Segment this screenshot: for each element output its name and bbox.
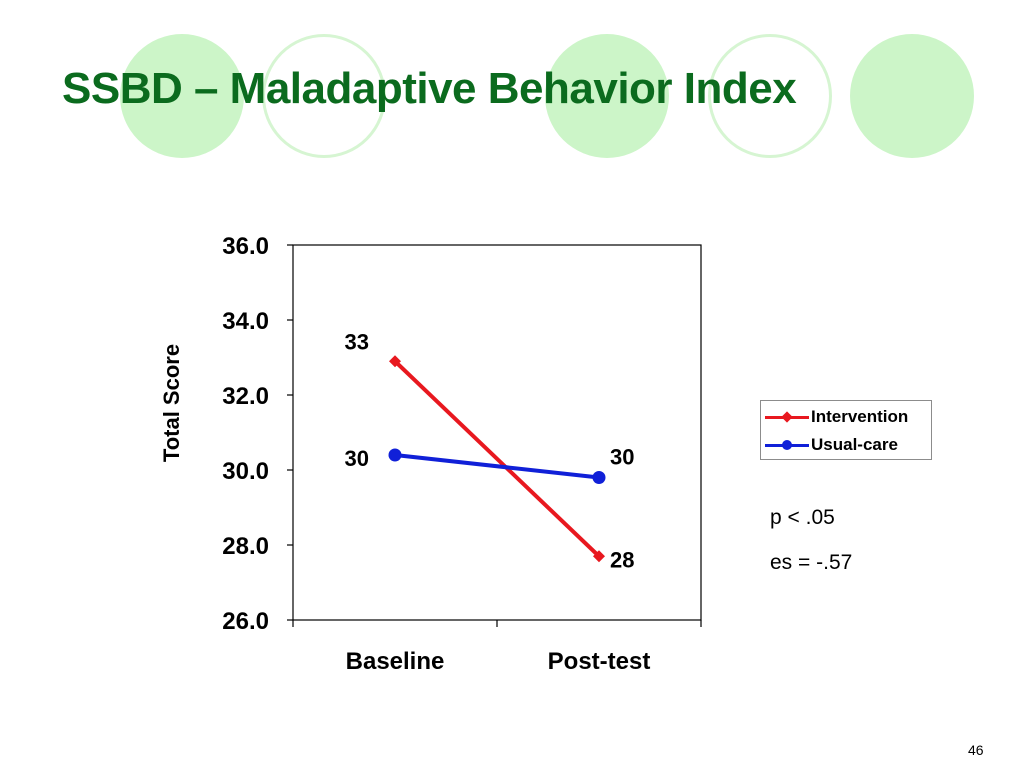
y-tick-label: 26.0 bbox=[222, 608, 269, 635]
data-point-intervention bbox=[389, 355, 401, 368]
y-tick-label: 28.0 bbox=[222, 533, 269, 560]
chart-legend: Intervention Usual-care bbox=[760, 400, 932, 460]
slide-title: SSBD – Maladaptive Behavior Index bbox=[62, 64, 797, 113]
y-tick-label: 32.0 bbox=[222, 383, 269, 410]
legend-swatch-intervention bbox=[765, 407, 809, 427]
decor-circle-3 bbox=[850, 34, 974, 158]
page-number: 46 bbox=[968, 742, 984, 758]
data-label-usual-care: 30 bbox=[345, 446, 369, 471]
data-label-usual-care: 30 bbox=[610, 445, 634, 470]
y-axis: 26.0 28.0 30.0 32.0 34.0 36.0 bbox=[222, 233, 293, 635]
legend-item-intervention: Intervention bbox=[765, 407, 908, 427]
data-point-usual-care bbox=[592, 471, 606, 484]
effect-size-text: es = -.57 bbox=[770, 551, 853, 574]
data-point-usual-care bbox=[388, 448, 402, 462]
y-tick-label: 34.0 bbox=[222, 308, 269, 335]
decor-circle-1 bbox=[120, 34, 244, 158]
diamond-marker-icon bbox=[781, 411, 793, 423]
decor-ring-1 bbox=[262, 34, 386, 158]
p-value-text: p < .05 bbox=[770, 506, 835, 529]
legend-swatch-usual-care bbox=[765, 435, 809, 455]
series-line-intervention bbox=[393, 359, 601, 558]
y-axis-label: Total Score bbox=[159, 344, 184, 462]
series-line-usual-care bbox=[394, 453, 600, 480]
x-tick-label: Baseline bbox=[346, 648, 445, 675]
y-tick-label: 30.0 bbox=[222, 458, 269, 485]
plot-area bbox=[292, 244, 702, 621]
x-tick-label: Post-test bbox=[548, 648, 651, 675]
data-label-intervention: 28 bbox=[610, 547, 634, 572]
circle-marker-icon bbox=[782, 440, 792, 450]
decor-circle-2 bbox=[545, 34, 669, 158]
data-point-intervention bbox=[593, 550, 605, 563]
legend-label-usual-care: Usual-care bbox=[811, 435, 898, 454]
legend-label-intervention: Intervention bbox=[811, 407, 909, 426]
y-tick-label: 36.0 bbox=[222, 233, 269, 260]
data-label-intervention: 33 bbox=[345, 329, 369, 354]
series-layer: 33 28 30 30 bbox=[345, 329, 635, 572]
decor-ring-2 bbox=[708, 34, 832, 158]
legend-item-usual-care: Usual-care bbox=[765, 435, 898, 455]
x-axis: Baseline Post-test bbox=[292, 620, 702, 675]
